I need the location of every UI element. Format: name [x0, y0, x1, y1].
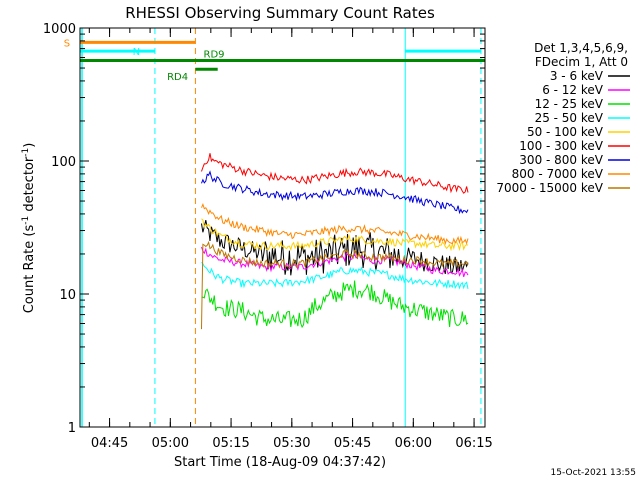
series-line-2: [201, 280, 469, 329]
legend-label: 300 - 800 keV: [519, 153, 603, 167]
legend-title-1: Det 1,3,4,5,6,9,: [534, 41, 628, 55]
y-tick-label: 100: [51, 155, 76, 170]
legend-label: 100 - 300 keV: [519, 139, 603, 153]
y-axis-label-mid: detector: [22, 156, 37, 216]
series-line-3: [201, 261, 469, 290]
x-tick-label: 06:15: [455, 436, 492, 451]
chart-title: RHESSI Observing Summary Count Rates: [125, 4, 435, 22]
legend-label: 25 - 50 keV: [535, 111, 604, 125]
legend-label: 800 - 7000 keV: [512, 167, 604, 181]
series-line-5: [201, 153, 469, 194]
legend-label: 12 - 25 keV: [535, 97, 604, 111]
flag-label-rd4: RD4: [167, 72, 188, 83]
flag-label-rd9: RD9: [204, 49, 225, 60]
timestamp: 15-Oct-2021 13:55: [551, 468, 636, 478]
series-line-1: [201, 246, 469, 278]
plot-frame: [79, 27, 486, 428]
legend-title-2: FDecim 1, Att 0: [535, 55, 628, 69]
y-axis-label: Count Rate (s-1 detector-1): [21, 143, 37, 314]
x-tick-label: 06:00: [395, 436, 432, 451]
legend: Det 1,3,4,5,6,9, FDecim 1, Att 0 3 - 6 k…: [496, 41, 630, 195]
y-axis-label-sup2: -1: [21, 148, 31, 157]
x-axis-label: Start Time (18-Aug-09 04:37:42): [174, 455, 386, 470]
legend-label: 3 - 6 keV: [550, 69, 604, 83]
legend-label: 50 - 100 keV: [527, 125, 604, 139]
x-tick-label: 04:45: [91, 436, 128, 451]
y-tick-label: 10: [59, 288, 76, 303]
series-line-8: [201, 240, 469, 330]
legend-label: 7000 - 15000 keV: [496, 181, 603, 195]
series-line-0: [201, 219, 469, 276]
x-tick-label: 05:00: [152, 436, 189, 451]
flag-label-s: S: [64, 38, 70, 49]
x-tick-label: 05:15: [212, 436, 249, 451]
x-tick-label: 05:45: [334, 436, 371, 451]
y-tick-label: 1000: [43, 22, 76, 37]
legend-label: 6 - 12 keV: [542, 83, 604, 97]
series-line-7: [201, 202, 469, 246]
x-tick-label: 05:30: [273, 436, 310, 451]
series-line-6: [201, 170, 469, 215]
flag-label-n: N: [133, 47, 140, 58]
series-line-4: [201, 218, 469, 252]
y-tick-label: 1: [68, 421, 76, 436]
y-axis-label-main: Count Rate (s: [22, 225, 37, 314]
y-axis-label-end: ): [22, 143, 37, 148]
y-axis-label-sup1: -1: [21, 216, 31, 225]
